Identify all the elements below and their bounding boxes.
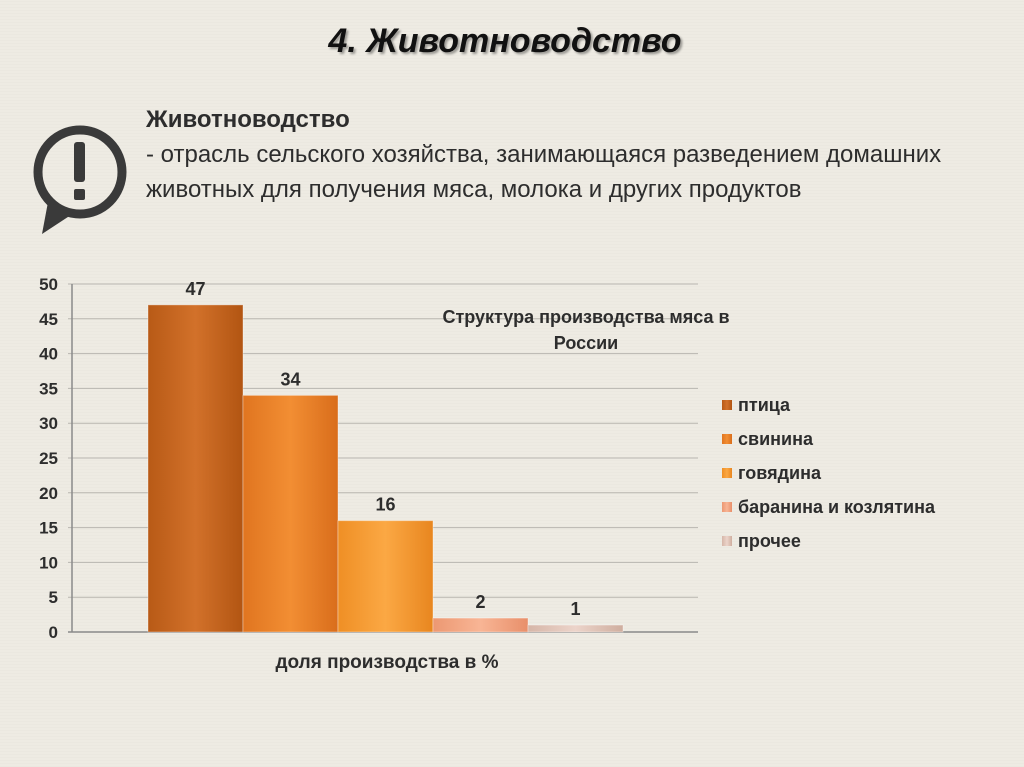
bar-2	[337, 520, 434, 633]
y-tick-label: 25	[39, 449, 58, 468]
data-labels: 47 34 16 2 1	[185, 279, 580, 619]
legend-swatch	[722, 502, 732, 512]
bar-value-label: 16	[375, 495, 395, 515]
legend-swatch	[722, 468, 732, 478]
bar-3	[432, 617, 529, 633]
y-tick-label: 15	[39, 519, 58, 538]
bar-value-label: 47	[185, 279, 205, 299]
y-tick-label: 35	[39, 379, 58, 398]
y-tick-label: 10	[39, 553, 58, 572]
bar-value-label: 34	[280, 369, 300, 389]
bar-4	[527, 624, 624, 633]
definition-term: Животноводство	[146, 106, 350, 133]
legend-item-label: свинина	[738, 429, 814, 449]
slide-title: 4. Животноводство	[328, 22, 682, 60]
legend: птица свинина говядина баранина и козлятина…	[722, 395, 936, 551]
y-tick-label: 20	[39, 484, 58, 503]
legend-swatch	[722, 400, 732, 410]
legend-swatch	[722, 434, 732, 444]
legend-swatch	[722, 536, 732, 546]
x-axis-label: доля производства в %	[275, 652, 498, 673]
y-tick-label: 50	[39, 275, 58, 294]
definition-text: - отрасль сельского хозяйства, занимающа…	[146, 141, 942, 203]
legend-item-label: прочее	[738, 531, 801, 551]
y-tick-label: 30	[39, 414, 58, 433]
y-tick-label: 40	[39, 345, 58, 364]
legend-item-label: говядина	[738, 463, 822, 483]
exclamation-bubble-icon	[28, 118, 134, 244]
bar-0	[147, 304, 244, 633]
y-tick-label: 0	[49, 623, 58, 642]
bar-value-label: 2	[475, 592, 485, 612]
legend-item-label: баранина и козлятина	[738, 497, 936, 517]
legend-item-label: птица	[738, 395, 791, 415]
y-tick-label: 45	[39, 310, 58, 329]
y-axis: 0 5 10 15 20 25 30 35 40 45 50	[39, 275, 73, 642]
bar-1	[242, 394, 339, 633]
chart-title-line-1: Структура производства мяса в	[442, 307, 729, 327]
y-tick-label: 5	[49, 588, 58, 607]
definition-block: Животноводство - отрасль сельского хозяй…	[146, 102, 986, 207]
bar-value-label: 1	[570, 599, 580, 619]
bars	[147, 304, 624, 633]
chart-title-line-2: России	[554, 333, 618, 353]
